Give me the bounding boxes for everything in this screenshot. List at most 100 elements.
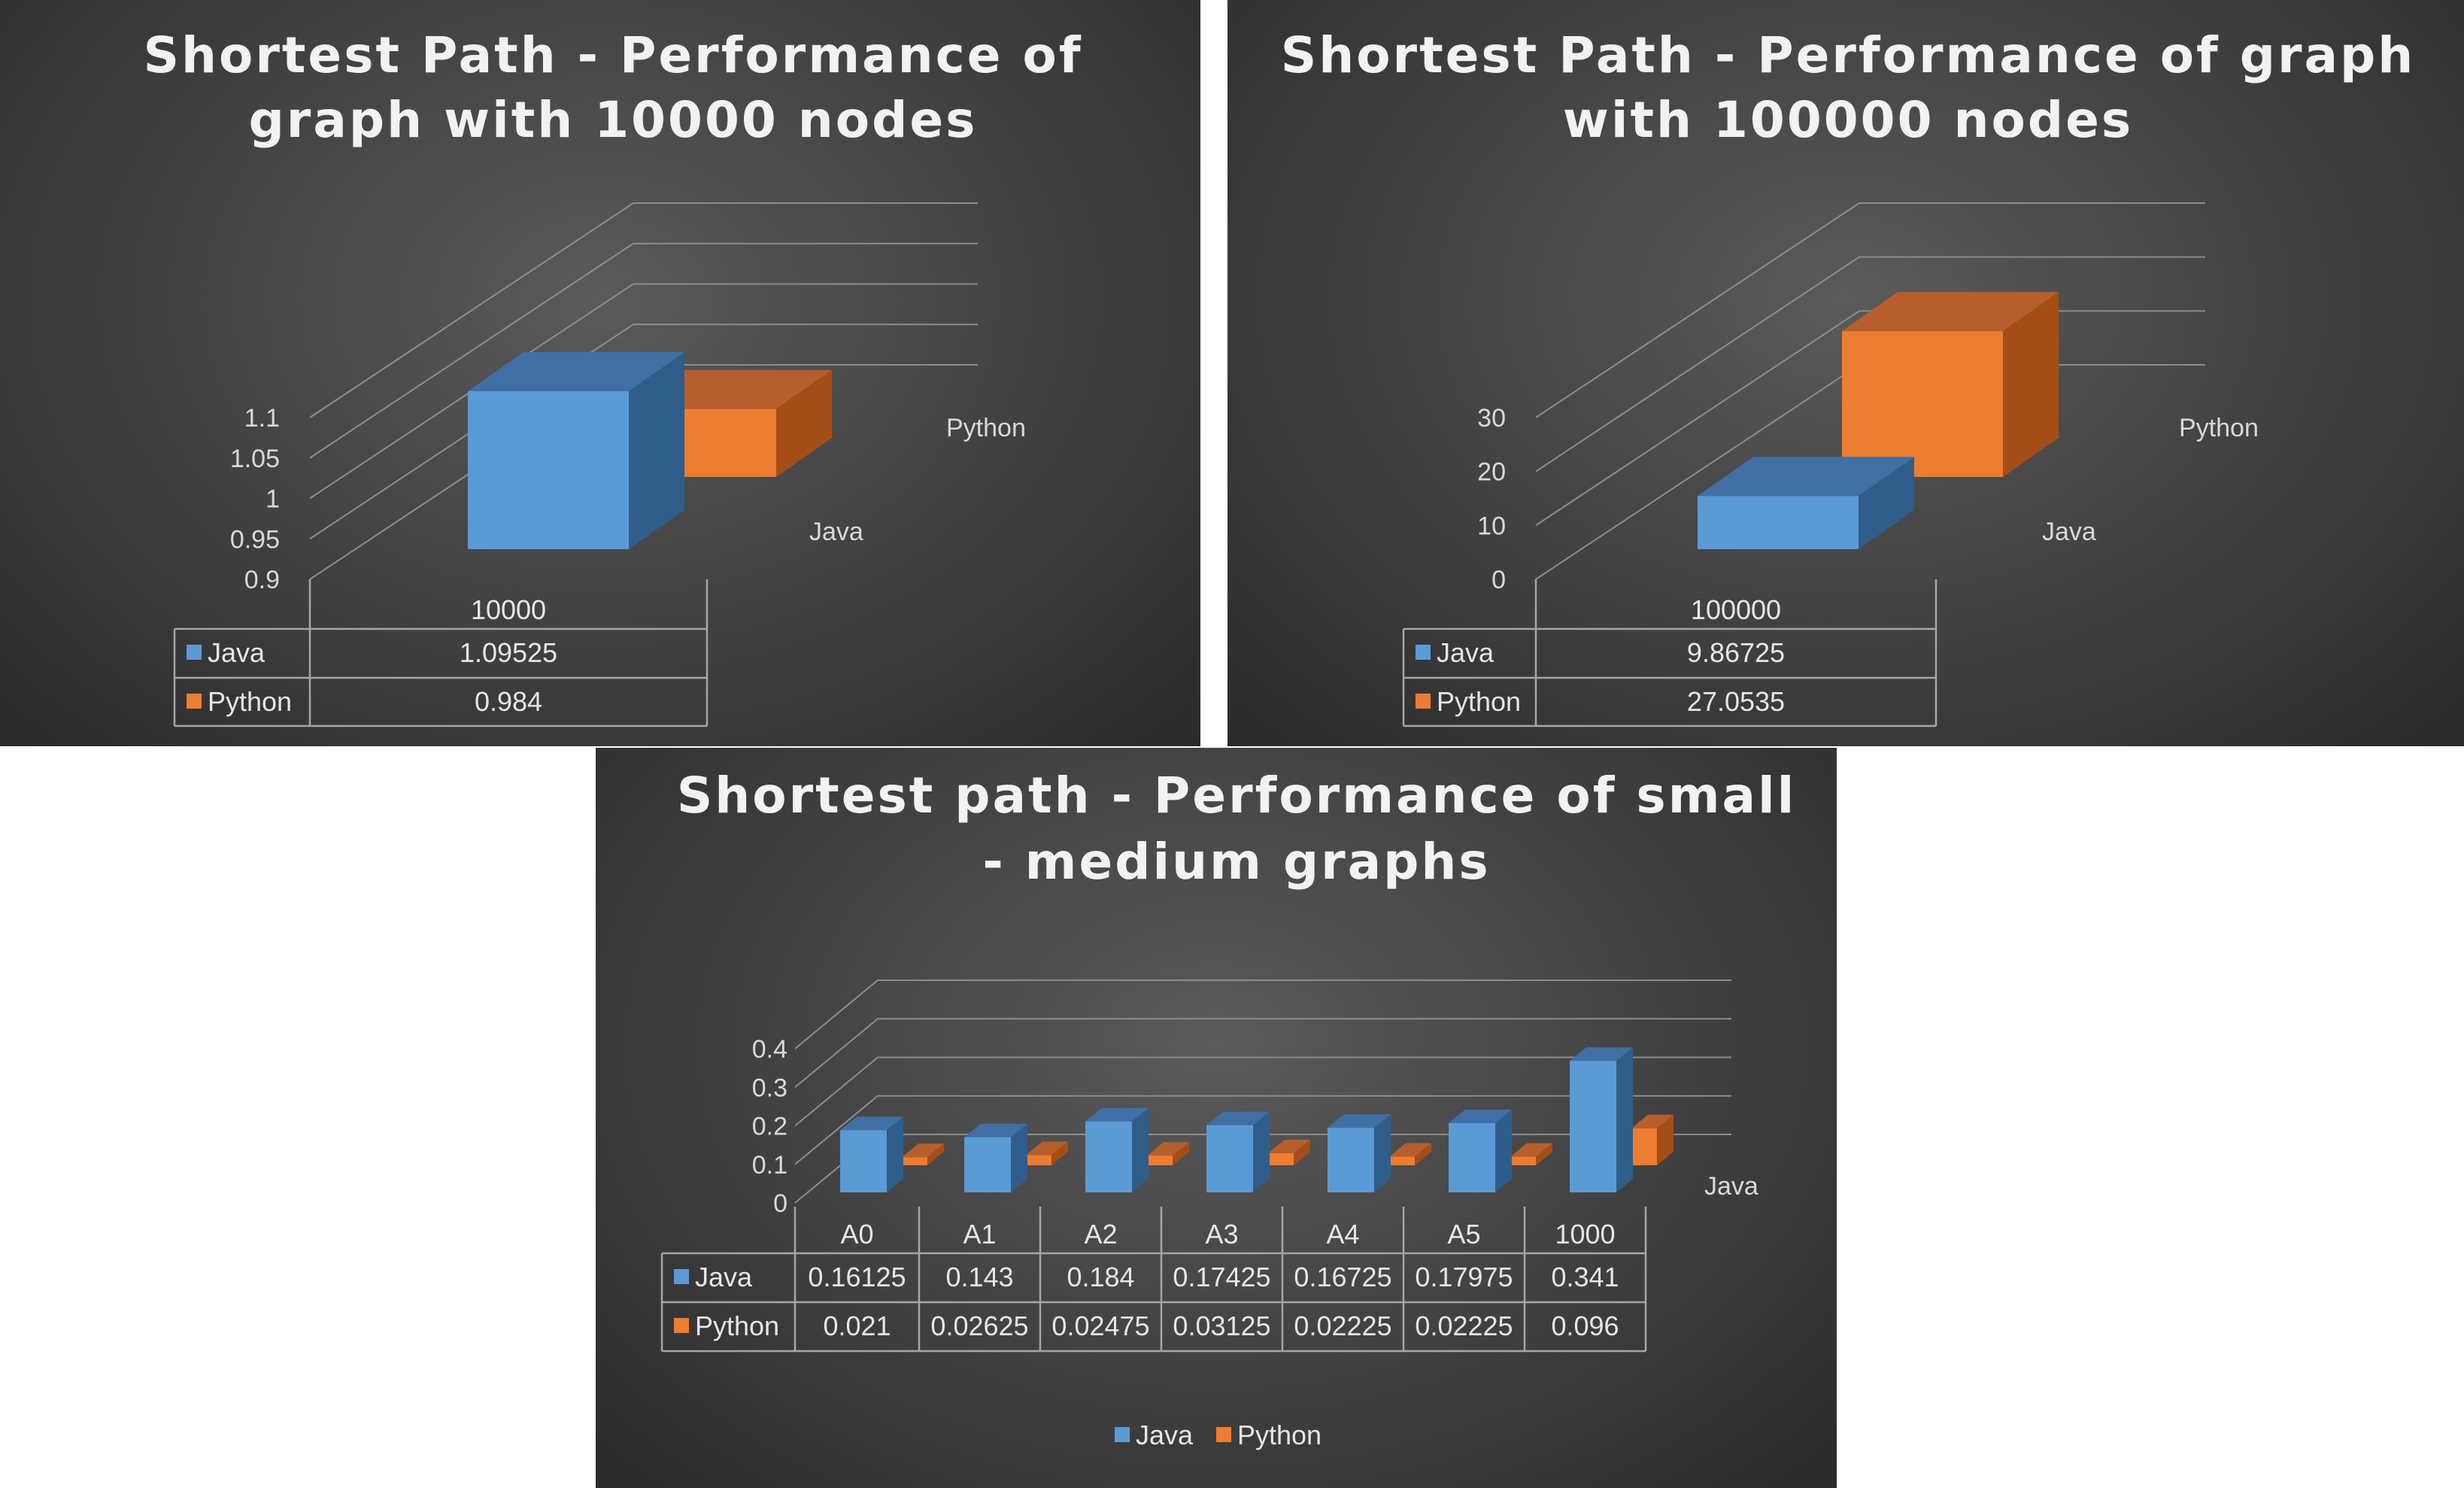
chart-10000-nodes: Shortest Path - Performance of graph with… xyxy=(143,26,1082,727)
legend-swatch-java xyxy=(1115,1427,1130,1442)
bar-python-A0 xyxy=(902,1143,944,1165)
y-tick-label: 30 xyxy=(1477,404,1506,433)
gridline xyxy=(1535,202,2205,418)
bar-java-10000 xyxy=(468,352,684,549)
y-tick-label: 10 xyxy=(1477,512,1506,540)
data-label-python: 0.096 xyxy=(1551,1310,1619,1341)
chart-title-line-2: with 100000 nodes xyxy=(1563,91,2133,149)
bar-python-1000 xyxy=(1631,1114,1674,1165)
data-label-python: 0.021 xyxy=(823,1310,891,1341)
bar-python-A5 xyxy=(1510,1143,1552,1165)
data-label-python: 27.0535 xyxy=(1687,686,1785,717)
gridline xyxy=(794,1018,1731,1089)
table-series-name: Java xyxy=(1437,637,1494,668)
category-label: A0 xyxy=(840,1219,873,1250)
data-label-java: 0.16725 xyxy=(1294,1262,1391,1292)
y-tick-label: 0.2 xyxy=(752,1113,787,1141)
data-label-java: 0.17425 xyxy=(1173,1262,1270,1292)
chart-title-line-1: Shortest Path - Performance of graph xyxy=(1281,26,2416,84)
legend-key-python xyxy=(187,694,202,709)
category-label: 1000 xyxy=(1555,1219,1615,1250)
gridline xyxy=(794,1095,1731,1165)
gridline xyxy=(794,1056,1731,1127)
chart-panel-10000-nodes: Shortest Path - Performance of graph with… xyxy=(0,0,1200,746)
legend-key-python xyxy=(674,1318,689,1333)
y-tick-label: 1.1 xyxy=(244,404,280,433)
y-tick-label: 0 xyxy=(1491,566,1506,594)
y-tick-label: 1.05 xyxy=(230,445,280,473)
gridline xyxy=(309,202,978,418)
bar-java-1000 xyxy=(1570,1047,1633,1192)
category-label: 100000 xyxy=(1691,594,1781,625)
category-label: A4 xyxy=(1326,1219,1359,1250)
data-label-python: 0.984 xyxy=(475,686,542,717)
y-tick-label: 0 xyxy=(773,1189,787,1218)
chart-title-line-1: Shortest Path - Performance of xyxy=(143,26,1082,84)
data-label-python: 0.02225 xyxy=(1415,1310,1513,1341)
chart-panel-100000-nodes: Shortest Path - Performance of graph with… xyxy=(1227,0,2464,746)
depth-label-python: Python xyxy=(946,414,1026,442)
data-label-java: 9.86725 xyxy=(1687,637,1785,668)
data-label-python: 0.02225 xyxy=(1294,1310,1391,1341)
table-series-name: Python xyxy=(1437,686,1521,717)
gridline xyxy=(309,323,978,540)
gridline xyxy=(1535,310,2205,527)
legend-swatch-python xyxy=(1216,1427,1231,1442)
category-label: A1 xyxy=(963,1219,996,1250)
legend-key-python xyxy=(1416,694,1431,709)
table-series-name: Java xyxy=(695,1262,753,1292)
bar-java-100000 xyxy=(1698,457,1914,549)
y-tick-label: 0.3 xyxy=(752,1073,787,1102)
legend-key-java xyxy=(674,1269,689,1284)
legend-key-java xyxy=(1416,645,1431,660)
gridline xyxy=(794,979,1731,1049)
data-label-python: 0.02625 xyxy=(930,1310,1028,1341)
bar-java-A4 xyxy=(1328,1114,1391,1192)
gridline xyxy=(1535,256,2205,472)
category-label: A2 xyxy=(1084,1219,1117,1250)
depth-label-java: Java xyxy=(2042,518,2096,546)
y-tick-label: 0.95 xyxy=(230,525,280,554)
chart-title-line-1: Shortest path - Performance of small xyxy=(677,767,1797,824)
bar-java-A5 xyxy=(1449,1109,1512,1192)
category-label: A3 xyxy=(1205,1219,1238,1250)
bar-python-A2 xyxy=(1147,1142,1189,1165)
y-tick-label: 0.9 xyxy=(244,566,280,594)
legend-label-java: Java xyxy=(1136,1420,1194,1450)
data-label-java: 0.341 xyxy=(1551,1262,1619,1292)
y-tick-label: 1 xyxy=(266,485,280,514)
bar-java-A1 xyxy=(964,1123,1027,1192)
data-label-java: 0.17975 xyxy=(1415,1262,1513,1292)
chart-title-line-2: graph with 10000 nodes xyxy=(249,91,978,149)
legend-label-python: Python xyxy=(1237,1420,1322,1450)
bar-java-A3 xyxy=(1206,1111,1270,1192)
data-label-python: 0.02475 xyxy=(1051,1310,1149,1341)
y-tick-label: 0.4 xyxy=(752,1035,787,1064)
table-series-name: Python xyxy=(208,686,292,717)
bar-python-A3 xyxy=(1268,1139,1310,1165)
bar-java-A0 xyxy=(840,1116,903,1192)
data-label-java: 0.184 xyxy=(1067,1262,1134,1292)
data-label-python: 0.03125 xyxy=(1173,1310,1270,1341)
bar-java-A2 xyxy=(1085,1107,1149,1192)
category-label: A5 xyxy=(1447,1219,1480,1250)
depth-axis-label: Java xyxy=(1704,1172,1758,1201)
table-series-name: Python xyxy=(695,1310,779,1341)
y-tick-label: 20 xyxy=(1477,458,1506,487)
legend-key-java xyxy=(187,645,202,660)
category-label: 10000 xyxy=(471,594,546,625)
gridline xyxy=(309,283,978,500)
data-label-java: 0.16125 xyxy=(808,1262,906,1292)
chart-title-line-2: - medium graphs xyxy=(982,833,1490,891)
chart-100000-nodes: Shortest Path - Performance of graph with… xyxy=(1281,26,2416,727)
table-series-name: Java xyxy=(208,637,266,668)
data-label-java: 1.09525 xyxy=(460,637,557,668)
gridline xyxy=(309,242,978,459)
bar-python-A1 xyxy=(1026,1141,1068,1165)
chart-small-medium-graphs: Shortest path - Performance of small - me… xyxy=(660,767,1797,1450)
depth-label-java: Java xyxy=(809,518,863,546)
y-tick-label: 0.1 xyxy=(752,1151,787,1180)
depth-label-python: Python xyxy=(2179,414,2259,442)
chart-panel-small-medium-graphs: Shortest path - Performance of small - me… xyxy=(596,748,1837,1488)
bar-python-100000 xyxy=(1842,292,2059,477)
